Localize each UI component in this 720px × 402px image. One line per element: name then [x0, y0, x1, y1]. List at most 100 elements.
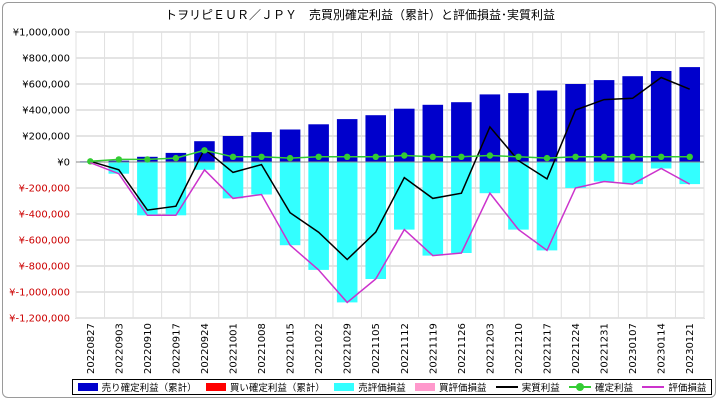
x-tick-label: 20221001	[229, 323, 240, 374]
x-tick-label: 20220903	[114, 323, 125, 374]
bar	[279, 129, 301, 162]
bar	[565, 162, 586, 188]
bar	[593, 80, 615, 162]
bar	[650, 162, 672, 169]
x-tick-label: 20221210	[514, 323, 525, 374]
legend-item-confirmed-profit: 確定利益	[569, 380, 633, 394]
legend-label: 実質利益	[521, 383, 560, 394]
x-tick-label: 20230121	[685, 323, 696, 374]
series-marker	[600, 153, 608, 160]
bar	[165, 162, 187, 216]
legend-item-real-profit: 実質利益	[495, 380, 560, 394]
bar	[308, 162, 329, 270]
bar	[536, 162, 558, 251]
series-marker	[201, 147, 208, 154]
legend-swatch-sell-unrealized	[334, 383, 355, 391]
series-marker	[572, 153, 579, 160]
y-tick-label: ¥-200,000	[19, 184, 70, 195]
series-line	[90, 162, 691, 304]
y-tick-label: ¥-1,000,000	[9, 288, 70, 299]
y-tick-label: ¥600,000	[22, 80, 70, 91]
legend-item-buy-confirmed: 買い確定利益（累計）	[205, 380, 325, 394]
series-line	[90, 149, 690, 163]
bar	[393, 108, 415, 162]
bar	[336, 162, 358, 303]
x-tick-label: 20220917	[171, 323, 182, 374]
legend-swatch-confirmed-profit	[569, 382, 592, 392]
bar	[565, 84, 586, 162]
legend-label: 確定利益	[595, 383, 634, 394]
series-marker	[229, 153, 237, 160]
x-tick-label: 20221015	[286, 323, 297, 374]
x-tick-label: 20221217	[543, 323, 554, 374]
bar	[279, 162, 301, 246]
series-marker	[258, 153, 265, 160]
bar	[479, 162, 501, 194]
x-tick-label: 20221126	[457, 323, 468, 374]
legend-label: 買い確定利益（累計）	[229, 383, 325, 394]
legend-item-sell-unrealized: 売評価損益	[334, 380, 406, 394]
bar	[393, 162, 415, 230]
bar	[508, 93, 529, 162]
bar	[365, 162, 387, 279]
x-tick-label: 20220910	[143, 323, 154, 374]
bar	[422, 104, 444, 162]
legend-item-buy-unrealized: 買評価損益	[414, 380, 487, 394]
series-marker	[657, 153, 665, 160]
chart-legend: 売り確定利益（累計） 買い確定利益（累計） 売評価損益 買評価損益 実質利益 確…	[72, 379, 712, 395]
x-tick-label: 20221224	[571, 323, 582, 374]
x-tick-label: 20221029	[343, 323, 354, 374]
y-tick-label: ¥800,000	[22, 54, 70, 65]
bar	[308, 124, 329, 162]
legend-swatch-buy-unrealized	[414, 383, 435, 391]
x-tick-label: 20221008	[257, 323, 268, 374]
bar	[251, 132, 272, 162]
legend-item-unrealized: 評価損益	[642, 380, 706, 394]
series-line	[90, 76, 690, 261]
x-tick-label: 20220924	[200, 323, 211, 374]
legend-label: 売り確定利益（累計）	[101, 383, 197, 394]
series-marker	[401, 152, 408, 159]
bar	[336, 119, 358, 162]
bar	[593, 162, 615, 182]
bar	[251, 162, 272, 195]
y-tick-label: ¥-400,000	[19, 210, 70, 221]
legend-item-sell-confirmed: 売り確定利益（累計）	[77, 380, 197, 394]
legend-swatch-buy-confirmed	[205, 383, 226, 391]
x-tick-label: 20221119	[428, 323, 439, 374]
x-tick-label: 20221112	[400, 323, 411, 374]
legend-label: 評価損益	[668, 383, 707, 394]
series-marker	[286, 154, 294, 162]
x-tick-label: 20230114	[657, 323, 668, 374]
series-marker	[686, 153, 693, 160]
series-marker	[172, 154, 180, 162]
bar	[365, 115, 387, 162]
bar	[422, 162, 444, 256]
bar	[650, 71, 672, 162]
series-marker	[429, 153, 437, 160]
y-tick-label: ¥0	[57, 158, 70, 169]
bar	[508, 162, 529, 230]
y-tick-label: ¥400,000	[22, 106, 70, 117]
x-tick-label: 20221022	[314, 323, 325, 374]
chart-title: トヲリピＥＵＲ／ＪＰＹ 売買別確定利益（累計）と評価損益･実質利益	[164, 8, 555, 22]
x-tick-label: 20220827	[86, 323, 97, 374]
bar	[622, 162, 643, 185]
series-marker	[144, 156, 151, 163]
bar	[622, 76, 643, 162]
legend-swatch-sell-confirmed	[77, 383, 98, 391]
y-tick-label: ¥-600,000	[19, 236, 70, 247]
series-marker	[115, 156, 123, 163]
bar	[679, 162, 701, 185]
bar	[451, 102, 472, 162]
legend-swatch-real-profit	[495, 382, 518, 392]
bar	[194, 162, 215, 170]
x-tick-label: 20230107	[628, 323, 639, 374]
y-tick-label: ¥1,000,000	[13, 28, 70, 39]
bar	[137, 162, 158, 216]
bar	[451, 162, 472, 253]
legend-label: 買評価損益	[438, 383, 487, 394]
series-marker	[486, 152, 494, 159]
series-marker	[543, 154, 551, 162]
